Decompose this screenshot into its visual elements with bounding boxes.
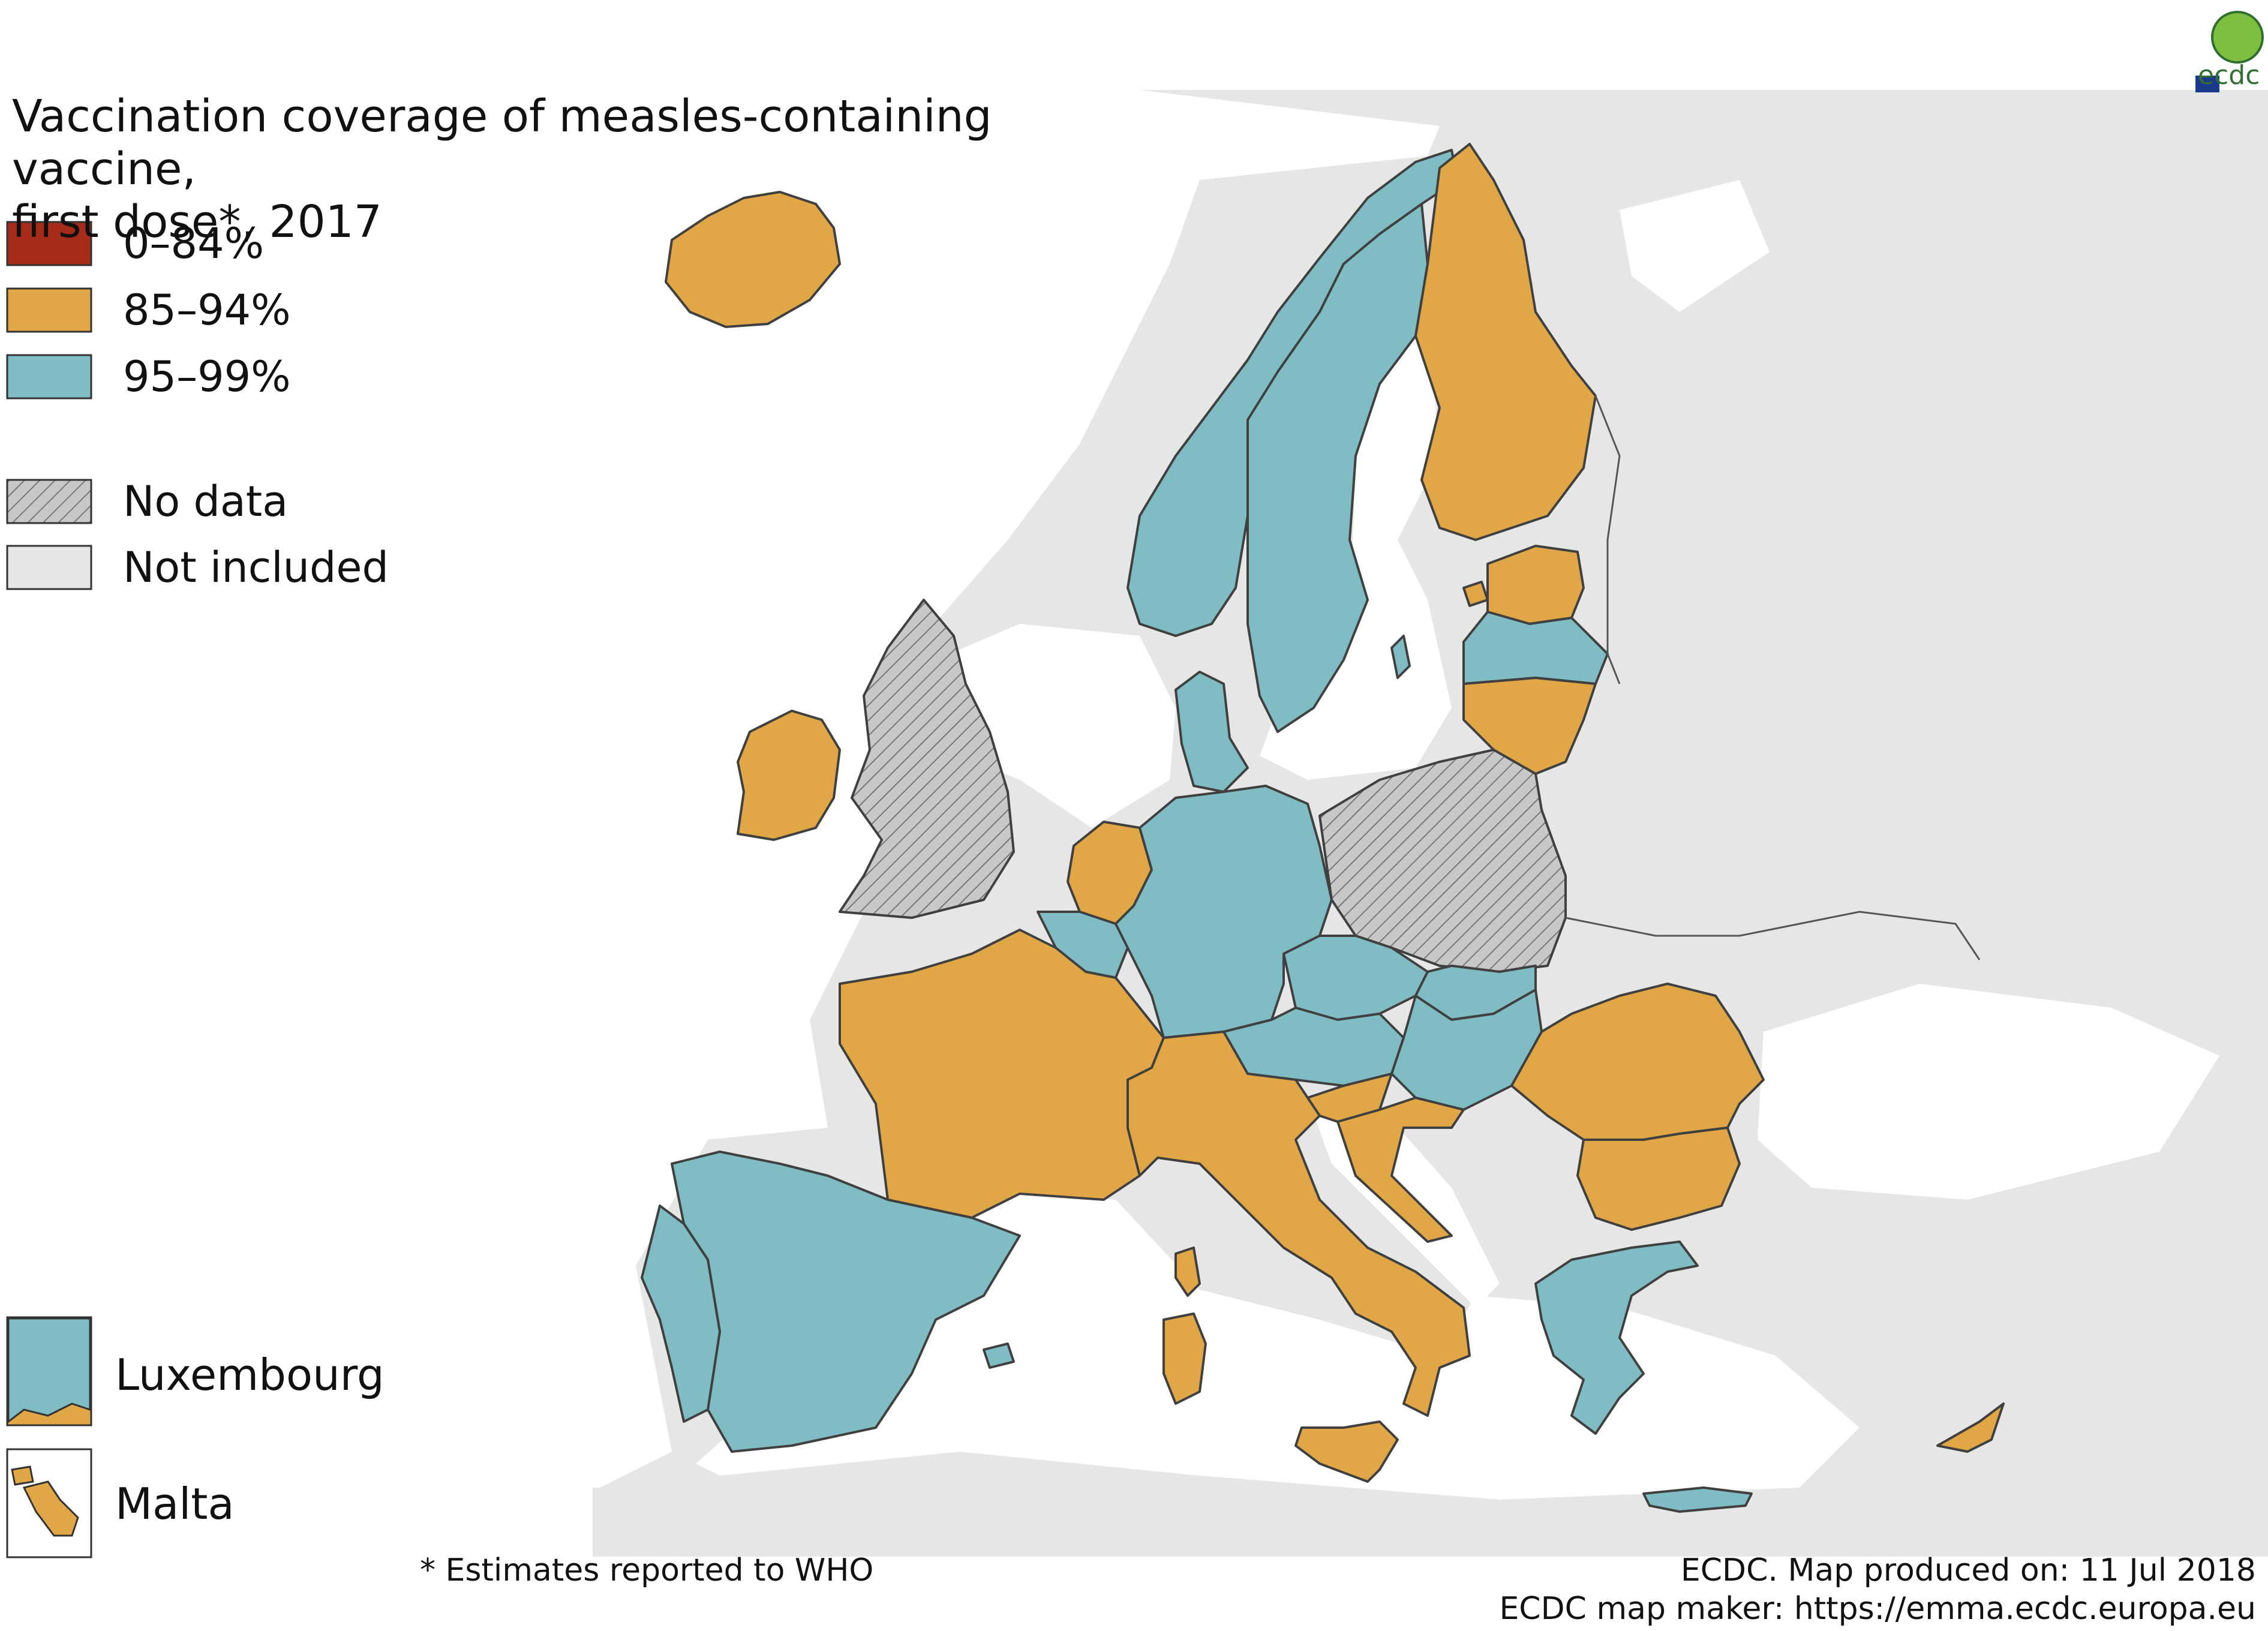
- legend-item-85-94: 85–94%: [123, 285, 291, 335]
- legend-swatch-not-included: [6, 545, 92, 590]
- sea-black: [1758, 984, 2219, 1200]
- map-title: Vaccination coverage of measles-containi…: [12, 90, 1032, 248]
- country-ireland: [737, 710, 841, 841]
- border-ukraine: [1565, 911, 1981, 960]
- country-spain-balearic: [983, 1342, 1015, 1369]
- legend-item-no-data: No data: [123, 476, 288, 527]
- ecdc-logo: [2195, 11, 2264, 92]
- legend-swatch-85-94: [6, 287, 92, 333]
- country-sweden: [1246, 203, 1429, 733]
- inset-label-luxembourg: Luxembourg: [115, 1350, 384, 1400]
- ecdc-logo-text: ecdc: [2198, 60, 2260, 91]
- country-denmark: [1174, 671, 1249, 793]
- country-germany: [1115, 785, 1333, 1039]
- legend-label-85-94: 85–94%: [123, 286, 291, 335]
- country-united-kingdom: [839, 599, 1015, 919]
- inset-malta-gozo: [11, 1465, 34, 1486]
- legend-swatch-0-84: [6, 221, 92, 266]
- legend-label-not-included: Not included: [123, 543, 389, 592]
- eu-flag-icon: [2195, 76, 2219, 92]
- country-portugal: [641, 1205, 721, 1423]
- country-lithuania: [1462, 677, 1597, 775]
- credit-map-maker: ECDC map maker: https://emma.ecdc.europa…: [1499, 1591, 2256, 1627]
- footnote: * Estimates reported to WHO: [420, 1552, 874, 1588]
- credit-produced-on: ECDC. Map produced on: 11 Jul 2018: [1680, 1552, 2256, 1588]
- country-italy-corsica: [1174, 1246, 1201, 1297]
- country-cyprus: [1936, 1402, 2005, 1453]
- legend-label-0-84: 0–84%: [123, 219, 265, 268]
- inset-luxembourg-shape: [7, 1317, 91, 1424]
- country-bulgaria: [1576, 1127, 1741, 1231]
- inset-label-malta: Malta: [115, 1479, 235, 1529]
- legend-swatches: [6, 221, 92, 590]
- legend-label-no-data: No data: [123, 477, 289, 526]
- map-title-line2: first dose*, 2017: [12, 196, 382, 248]
- inset-malta-shape: [22, 1480, 79, 1537]
- country-estonia: [1486, 545, 1585, 625]
- border-russia: [1594, 395, 1621, 684]
- legend-item-95-99: 95–99%: [123, 352, 291, 402]
- country-latvia-baltic-island: [1390, 635, 1411, 679]
- sea-atlantic: [593, 90, 1440, 1488]
- country-italy-sardinia: [1162, 1312, 1207, 1405]
- country-italy-sicily: [1294, 1420, 1399, 1483]
- country-italy: [1127, 1031, 1471, 1417]
- country-estonia-island: [1462, 581, 1489, 607]
- legend-label-95-99: 95–99%: [123, 352, 291, 401]
- legend-swatch-no-data: [6, 479, 92, 524]
- legend-item-0-84: 0–84%: [123, 218, 264, 269]
- country-croatia: [1336, 1097, 1465, 1243]
- country-greece-crete: [1642, 1486, 1753, 1513]
- legend-swatch-95-99: [6, 354, 92, 400]
- sea-white: [1620, 180, 1770, 312]
- map-border-lines: [1565, 395, 1981, 960]
- country-iceland: [665, 191, 841, 328]
- inset-luxembourg: [6, 1316, 92, 1426]
- ecdc-globe-icon: [2211, 11, 2264, 64]
- map-title-line1: Vaccination coverage of measles-containi…: [12, 91, 992, 195]
- country-finland: [1414, 143, 1597, 541]
- inset-malta: [6, 1448, 92, 1558]
- sea-north: [936, 624, 1176, 828]
- country-greece: [1534, 1240, 1699, 1435]
- legend-item-not-included: Not included: [123, 542, 389, 593]
- countries: [641, 143, 2005, 1513]
